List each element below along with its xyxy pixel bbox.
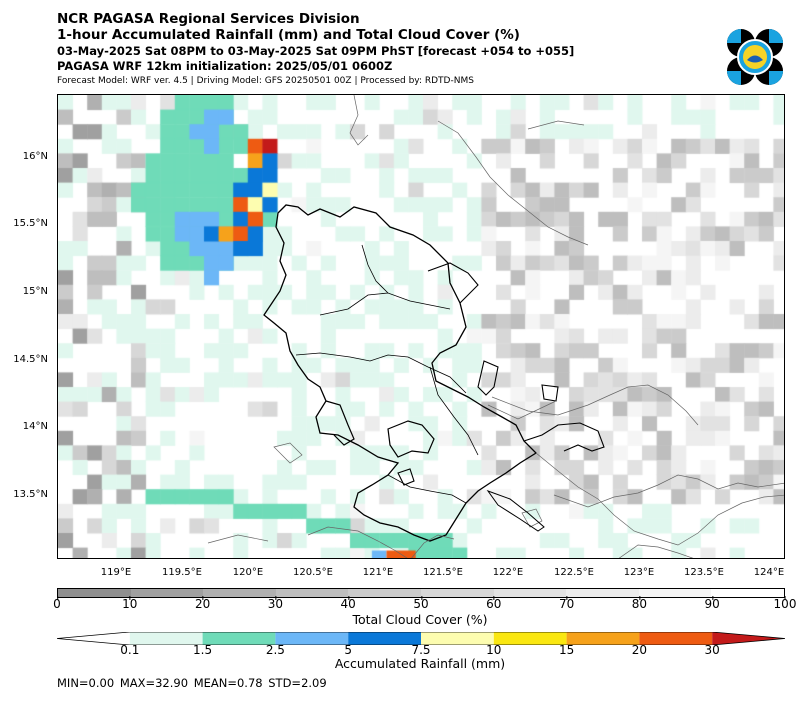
rainfall-colorbar [57, 632, 785, 645]
cloud-colorbar-tick: 20 [194, 596, 211, 611]
rain-colorbar-bin [639, 632, 713, 645]
rain-colorbar-bin [493, 632, 567, 645]
lon-tick-124: 124°E [753, 567, 785, 578]
lat-tick-16: 16°N [22, 151, 48, 162]
lubang-island [273, 442, 303, 464]
rain-colorbar-bin [129, 632, 203, 645]
north-coast [437, 120, 589, 246]
cloud-colorbar-bin [493, 589, 567, 597]
stats-line: MIN=0.00 MAX=32.90 MEAN=0.78 STD=2.09 [57, 676, 327, 690]
north-coast [527, 120, 585, 130]
lat-tick-13-5: 13.5°N [13, 489, 48, 500]
cloud-colorbar-tick: 0 [53, 596, 61, 611]
rain-colorbar-tick: 30 [704, 643, 720, 657]
rain-colorbar-bin [275, 632, 349, 645]
cloud-colorbar-tick: 100 [773, 596, 797, 611]
rainfall-cloud-map [57, 94, 785, 559]
rain-colorbar-bin [421, 632, 494, 645]
province-boundary [295, 352, 467, 394]
lat-tick-14: 14°N [22, 421, 48, 432]
pagasa-logo [727, 29, 783, 85]
lon-tick-122-5: 122.5°E [554, 567, 594, 578]
rain-colorbar-bin [57, 632, 130, 645]
rain-colorbar-tick: 10 [486, 643, 502, 657]
cloud-colorbar-bin [203, 589, 276, 597]
rain-colorbar-bin [566, 632, 640, 645]
quezon-coast [427, 262, 479, 304]
ragay-gulf [491, 384, 699, 426]
north-coast [349, 95, 369, 146]
province-boundary [319, 292, 451, 316]
cloud-colorbar-bin [711, 589, 784, 597]
mindoro-coast [411, 534, 455, 558]
cloud-cover-colorbar [57, 588, 785, 598]
title-line-2: 1-hour Accumulated Rainfall (mm) and Tot… [57, 27, 520, 43]
cloud-colorbar-tick: 70 [558, 596, 575, 611]
rain-colorbar-bin [712, 632, 785, 645]
laguna-lake [387, 420, 435, 458]
bicol-outline [487, 400, 557, 420]
small-island-ne [541, 384, 559, 402]
rain-colorbar-tick: 5 [344, 643, 353, 657]
mindoro-coast [307, 526, 408, 558]
cloud-colorbar-tick: 60 [486, 596, 502, 611]
masbate-coast [618, 544, 694, 558]
cloud-rain-grid [58, 95, 784, 558]
rain-colorbar-label: Accumulated Rainfall (mm) [334, 656, 506, 671]
cloud-colorbar-tick: 90 [704, 596, 720, 611]
cloud-colorbar-tick: 80 [631, 596, 648, 611]
rain-colorbar-bin [348, 632, 421, 645]
cloud-colorbar-tick: 30 [267, 596, 284, 611]
lat-tick-15: 15°N [22, 286, 48, 297]
lon-tick-121-5: 121.5°E [423, 567, 463, 578]
valid-time: 03-May-2025 Sat 08PM to 03-May-2025 Sat … [57, 44, 575, 58]
lon-tick-122: 122°E [492, 567, 524, 578]
bicol-east [553, 474, 784, 508]
lat-tick-15-5: 15.5°N [13, 218, 48, 229]
province-boundary [387, 474, 467, 504]
marinduque [521, 508, 543, 528]
polillo-island [477, 360, 499, 396]
lat-tick-14-5: 14.5°N [13, 354, 48, 365]
province-boundary [429, 366, 479, 456]
lon-tick-119: 119°E [100, 567, 132, 578]
cloud-colorbar-tick: 40 [340, 596, 356, 611]
rain-colorbar-tick: 1.5 [193, 643, 213, 657]
lon-tick-120-5: 120.5°E [293, 567, 333, 578]
coastlines [207, 95, 784, 558]
lon-tick-121: 121°E [362, 567, 394, 578]
title-line-1: NCR PAGASA Regional Services Division [57, 11, 360, 27]
lon-tick-123: 123°E [623, 567, 655, 578]
rain-colorbar-tick: 0.1 [120, 643, 140, 657]
cloud-colorbar-bin [420, 589, 494, 597]
rain-colorbar-bin [202, 632, 276, 645]
cloud-colorbar-bin [638, 589, 712, 597]
rain-colorbar-tick: 2.5 [265, 643, 285, 657]
southern-islands [207, 534, 269, 544]
cloud-colorbar-bin [348, 589, 421, 597]
province-boundary [361, 244, 389, 294]
lon-tick-119-5: 119.5°E [162, 567, 202, 578]
cloud-colorbar-bin [566, 589, 639, 597]
bicol-outline [535, 452, 784, 546]
initialization-line: PAGASA WRF 12km initialization: 2025/05/… [57, 59, 393, 73]
rain-colorbar-tick: 20 [631, 643, 648, 657]
model-info: Forecast Model: WRF ver. 4.5 | Driving M… [57, 76, 474, 86]
taal-lake [397, 468, 415, 486]
manila-bay [325, 400, 355, 446]
luzon-coastline [263, 204, 538, 542]
cloud-colorbar-label: Total Cloud Cover (%) [352, 612, 488, 627]
cloud-colorbar-bin [130, 589, 204, 597]
lon-tick-120: 120°E [232, 567, 264, 578]
cloud-colorbar-tick: 10 [122, 596, 138, 611]
bicol-coast [523, 422, 605, 452]
rain-colorbar-tick: 15 [558, 643, 575, 657]
rain-colorbar-tick: 7.5 [411, 643, 431, 657]
cloud-colorbar-bin [275, 589, 349, 597]
lon-tick-123-5: 123.5°E [684, 567, 724, 578]
cloud-colorbar-tick: 50 [413, 596, 429, 611]
burias-island [486, 489, 545, 532]
cloud-colorbar-bin [58, 589, 131, 597]
